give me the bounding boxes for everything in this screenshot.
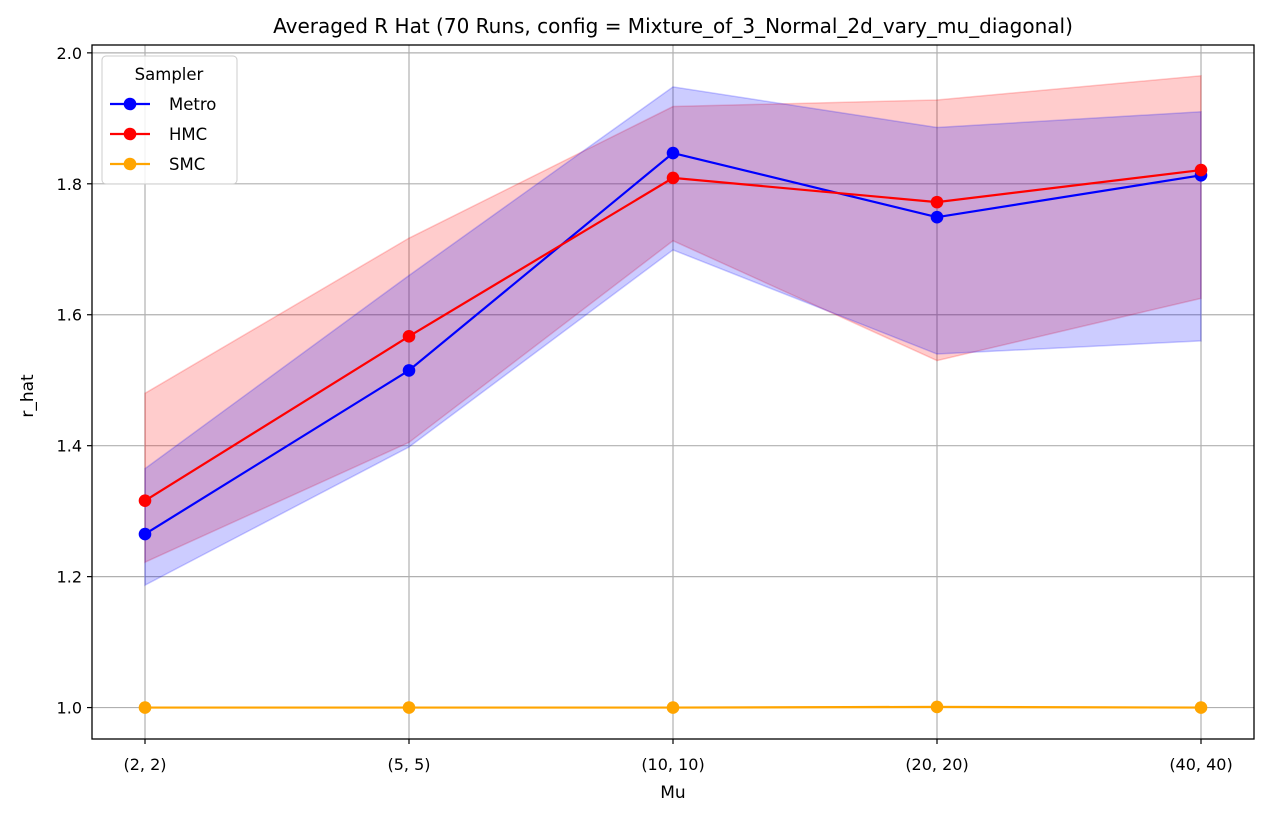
chart-title: Averaged R Hat (70 Runs, config = Mixtur… — [273, 14, 1073, 38]
legend-entries: Metro HMC SMC — [110, 95, 216, 174]
legend-marker — [123, 127, 137, 141]
point-smc — [1194, 701, 1208, 714]
y-tick-label: 1.2 — [57, 568, 82, 587]
point-smc — [930, 700, 944, 714]
point-hmc — [138, 494, 152, 507]
legend-entry-smc: SMC — [110, 155, 205, 174]
legend-label: Metro — [169, 95, 216, 114]
point-hmc — [1194, 163, 1208, 177]
x-tick-label: (20, 20) — [905, 755, 968, 774]
point-metro — [138, 527, 152, 541]
series-points — [138, 146, 1208, 714]
point-hmc — [402, 330, 416, 343]
legend: Sampler Metro HMC SMC — [101, 55, 238, 185]
point-hmc — [666, 171, 680, 185]
y-tick-label: 1.8 — [57, 175, 82, 194]
y-axis-title: r_hat — [18, 374, 38, 418]
legend-entry-hmc: HMC — [110, 125, 207, 144]
legend-marker — [123, 157, 137, 171]
point-smc — [402, 701, 416, 714]
legend-label: HMC — [169, 125, 207, 144]
x-tick-label: (10, 10) — [641, 755, 704, 774]
axis-ticks: (2, 2) (5, 5) (10, 10) (20, 20) (40, 40) 1.0 1… — [57, 44, 1233, 774]
x-tick-label: (40, 40) — [1169, 755, 1232, 774]
point-metro — [402, 364, 416, 377]
legend-marker — [123, 97, 137, 111]
x-tick-label: (2, 2) — [123, 755, 166, 774]
legend-box — [101, 55, 238, 185]
legend-label: SMC — [169, 155, 205, 174]
point-smc — [138, 701, 152, 714]
y-tick-label: 1.6 — [57, 306, 82, 325]
y-tick-label: 1.4 — [57, 437, 82, 456]
legend-entry-metro: Metro — [110, 95, 216, 114]
point-hmc — [930, 195, 944, 209]
y-tick-label: 2.0 — [57, 44, 82, 63]
legend-title: Sampler — [135, 65, 204, 84]
y-tick-label: 1.0 — [57, 699, 82, 718]
point-metro — [930, 210, 944, 224]
x-axis-title: Mu — [660, 783, 685, 803]
x-tick-label: (5, 5) — [387, 755, 430, 774]
point-smc — [666, 701, 680, 714]
point-metro — [666, 146, 680, 160]
